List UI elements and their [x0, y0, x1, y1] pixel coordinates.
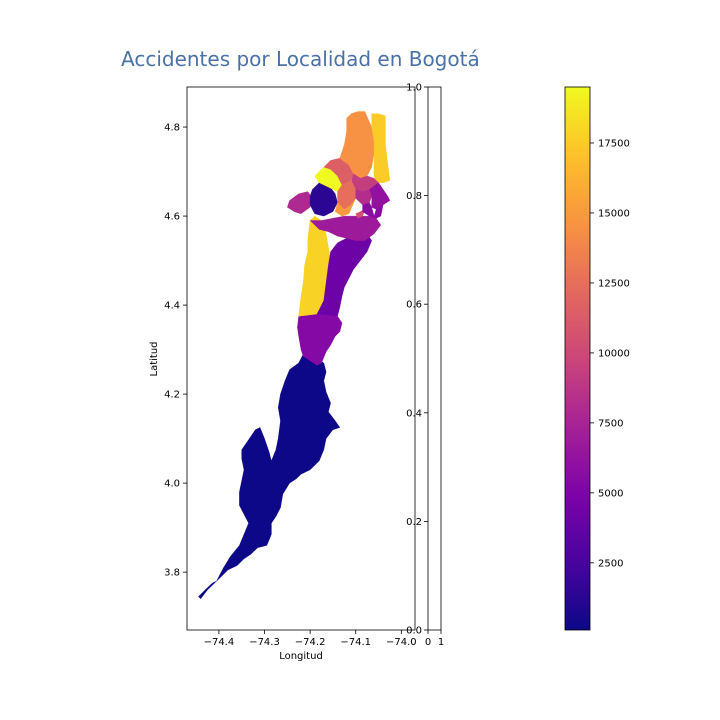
locality-region	[323, 157, 354, 186]
inset-y-tick-label: 0.4	[406, 408, 422, 419]
inset-y-ticks: 0.0 0.2 0.4 0.6 0.8 1.0	[406, 83, 428, 637]
y-tick-label: 4.4	[164, 301, 180, 312]
x-tick-label: −74.2	[295, 637, 326, 648]
colorbar-tick-label: 10000	[598, 348, 630, 359]
colorbar-frame	[564, 86, 591, 631]
locality-region	[297, 313, 343, 366]
locality-region	[362, 202, 384, 219]
chart-title: Accidentes por Localidad en Bogotá	[121, 47, 480, 71]
y-ticks: 3.8 4.0 4.2 4.4 4.6 4.8	[164, 123, 187, 579]
locality-region	[371, 113, 391, 183]
inset-y-tick-label: 0.6	[406, 300, 422, 311]
colorbar-tick-label: 15000	[598, 208, 630, 219]
y-tick-label: 3.8	[164, 568, 180, 579]
colorbar-tick-label: 17500	[598, 138, 630, 149]
inset-x-tick-label: 0	[425, 637, 431, 648]
locality-region	[369, 182, 391, 210]
colorbar-tick-label: 5000	[598, 488, 623, 499]
map-regions	[198, 111, 391, 600]
locality-region	[355, 189, 372, 206]
locality-region	[334, 198, 356, 217]
x-ticks: −74.4 −74.3 −74.2 −74.1 −74.0	[204, 630, 417, 648]
x-tick-label: −74.0	[386, 637, 417, 648]
x-tick-label: −74.4	[204, 637, 235, 648]
map-frame	[186, 86, 416, 631]
colorbar-tick-label: 2500	[598, 558, 623, 569]
colorbar: 2500 5000 7500 10000 12500 15000 17500	[564, 86, 630, 631]
colorbar-gradient	[565, 87, 590, 630]
y-tick-label: 4.0	[164, 479, 180, 490]
x-axis-label: Longitud	[279, 651, 323, 662]
locality-region	[198, 351, 341, 600]
colorbar-tick-label: 7500	[598, 418, 623, 429]
locality-region	[309, 215, 382, 241]
locality-region	[287, 191, 313, 215]
y-tick-label: 4.6	[164, 212, 180, 223]
x-tick-label: −74.3	[249, 637, 280, 648]
colorbar-ticks: 2500 5000 7500 10000 12500 15000 17500	[590, 138, 630, 569]
inset-y-tick-label: 0.2	[406, 517, 422, 528]
inset-y-tick-label: 0.0	[406, 626, 422, 637]
y-tick-label: 4.8	[164, 123, 180, 134]
inset-y-tick-label: 0.8	[406, 191, 422, 202]
locality-region	[316, 233, 372, 317]
colorbar-tick-label: 12500	[598, 278, 630, 289]
map-axes: −74.4 −74.3 −74.2 −74.1 −74.0 3.8 4.0 4.2 4.4 4.…	[149, 86, 417, 662]
inset-x-tick-label: 1	[438, 637, 444, 648]
inset-frame	[427, 86, 442, 631]
inset-y-tick-label: 1.0	[406, 83, 422, 94]
y-tick-label: 4.2	[164, 390, 180, 401]
x-tick-label: −74.1	[340, 637, 371, 648]
y-axis-label: Latitud	[149, 341, 160, 376]
